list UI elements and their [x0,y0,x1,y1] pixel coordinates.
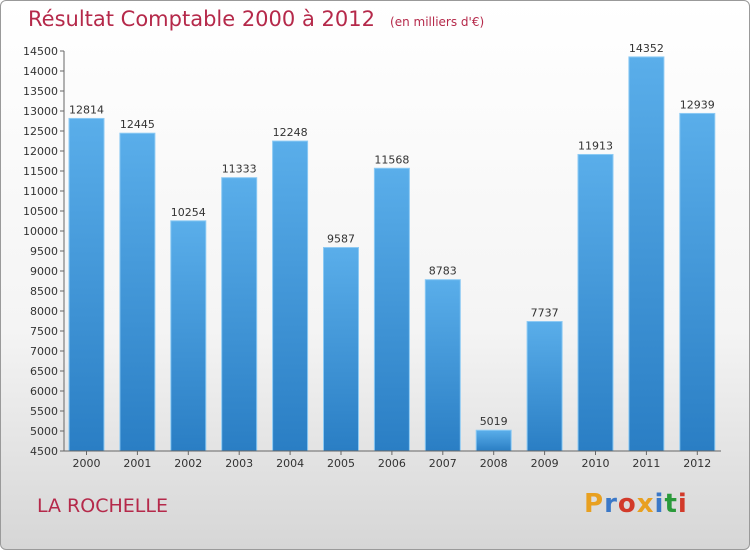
bars-group: 12814 12445 10254 11333 12248 9587 11568 8783 50… [68,42,716,452]
value-label-2001: 12445 [120,118,155,131]
y-tick-label: 10500 [23,205,58,218]
x-tick-label-2003: 2003 [225,457,253,470]
value-label-2007: 8783 [429,265,457,278]
chart-title: Résultat Comptable 2000 à 2012 (en milli… [28,7,484,31]
value-label-2012: 12939 [680,98,715,111]
x-axis: 2000 2001 2002 2003 2004 2005 2006 2007 2008 2009… [64,450,721,470]
bar-2005 [323,247,359,452]
logo-letter: x [636,489,655,519]
y-tick-label: 9500 [30,245,58,258]
value-label-2008: 5019 [480,415,508,428]
logo-letter: o [617,489,637,519]
title-unit: (en milliers d'€) [390,15,485,29]
y-tick-label: 6000 [30,385,58,398]
x-tick-label-2008: 2008 [480,457,508,470]
logo-letter: t [664,489,678,519]
y-tick-label: 14500 [23,45,58,58]
y-tick-label: 5500 [30,405,58,418]
logo-letter: i [677,489,688,519]
bar-2001 [119,132,156,452]
logo-letter: i [654,489,665,519]
value-label-2004: 12248 [273,126,308,139]
y-tick-label: 8500 [30,285,58,298]
value-label-2000: 12814 [69,103,104,116]
y-tick-label: 12000 [23,145,58,158]
x-tick-label-2000: 2000 [73,457,101,470]
logo-letter: r [604,489,618,519]
proxiti-logo[interactable]: Proxiti [584,489,688,519]
bar-2002 [170,220,207,452]
bar-2012 [679,112,716,452]
bar-2011 [628,56,665,452]
bar-2007 [424,279,461,452]
y-tick-label: 11500 [23,165,58,178]
title-main: Résultat Comptable 2000 à 2012 [28,7,375,31]
x-tick-label-2012: 2012 [683,457,711,470]
y-tick-label: 7500 [30,325,58,338]
y-tick-label: 13500 [23,85,58,98]
y-tick-label: 13000 [23,105,58,118]
value-label-2011: 14352 [629,42,664,55]
value-label-2002: 10254 [171,206,206,219]
bar-2003 [221,177,258,452]
y-tick-label: 12500 [23,125,58,138]
y-tick-label: 10000 [23,225,58,238]
x-tick-label-2006: 2006 [378,457,406,470]
x-tick-label-2002: 2002 [174,457,202,470]
value-label-2005: 9587 [327,233,355,246]
y-tick-label: 9000 [30,265,58,278]
x-tick-label-2004: 2004 [276,457,304,470]
y-tick-label: 11000 [23,185,58,198]
y-tick-label: 14000 [23,65,58,78]
value-label-2006: 11568 [374,153,409,166]
bar-2010 [577,153,614,452]
y-tick-label: 8000 [30,305,58,318]
bar-2008 [475,429,512,452]
bar-2000 [68,117,105,452]
y-tick-label: 5000 [30,425,58,438]
value-label-2010: 11913 [578,139,613,152]
x-tick-label-2005: 2005 [327,457,355,470]
value-label-2009: 7737 [531,307,559,320]
x-tick-label-2007: 2007 [429,457,457,470]
logo-letter: P [584,489,605,519]
y-tick-label: 7000 [30,345,58,358]
y-tick-label: 6500 [30,365,58,378]
x-tick-label-2011: 2011 [632,457,660,470]
x-tick-label-2009: 2009 [531,457,559,470]
bar-2004 [272,140,309,452]
bar-2009 [526,321,563,452]
y-axis: 4500 5000 5500 6000 6500 7000 7500 8000 8500 9000… [23,45,65,458]
city-name: LA ROCHELLE [37,495,168,517]
y-tick-label: 4500 [30,445,58,458]
bar-2006 [373,167,410,452]
value-label-2003: 11333 [222,163,257,176]
x-tick-label-2001: 2001 [123,457,151,470]
x-tick-label-2010: 2010 [582,457,610,470]
